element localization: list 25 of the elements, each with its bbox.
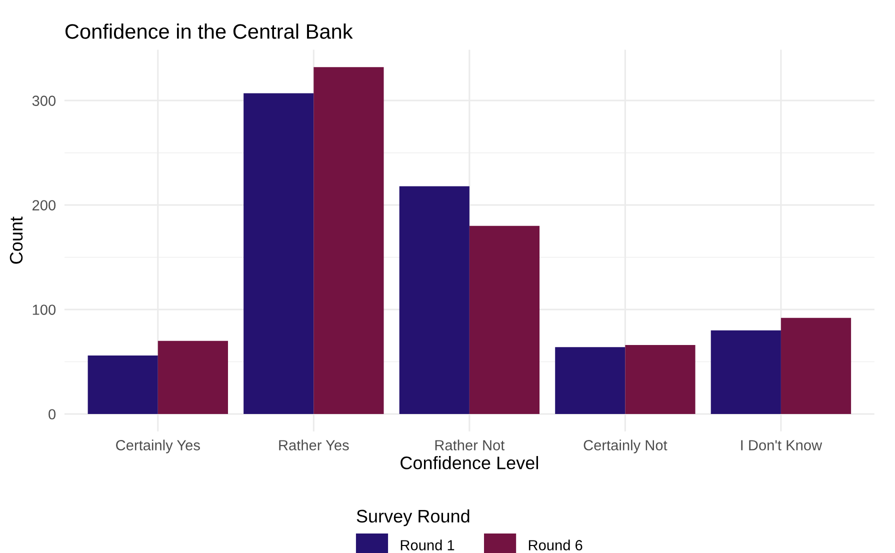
bar	[710, 330, 781, 414]
bar	[469, 226, 540, 414]
chart-title: Confidence in the Central Bank	[66, 24, 353, 39]
y-tick-label: 0	[48, 409, 56, 420]
y-tick-label: 300	[32, 96, 56, 106]
x-tick-label: Rather Not	[435, 440, 505, 450]
legend-title: Survey Round	[356, 509, 470, 526]
legend-label: Round 6	[528, 540, 582, 550]
bar	[158, 340, 228, 414]
bar	[244, 93, 314, 414]
y-tick-label: 200	[32, 200, 56, 210]
bar	[625, 345, 696, 414]
bar	[314, 67, 384, 414]
x-tick-label: I Don't Know	[741, 440, 822, 450]
x-tick-label: Rather Yes	[279, 440, 349, 450]
bar	[555, 347, 626, 414]
y-axis-title: Count	[10, 216, 23, 264]
bar	[88, 355, 158, 414]
x-tick-label: Certainly Not	[584, 440, 668, 454]
y-tick-label: 100	[32, 304, 56, 315]
bar	[780, 318, 852, 414]
legend-label: Round 1	[400, 540, 454, 550]
bar	[399, 186, 470, 414]
x-tick-label: Certainly Yes	[116, 440, 200, 454]
x-axis-title: Confidence Level	[400, 456, 538, 470]
